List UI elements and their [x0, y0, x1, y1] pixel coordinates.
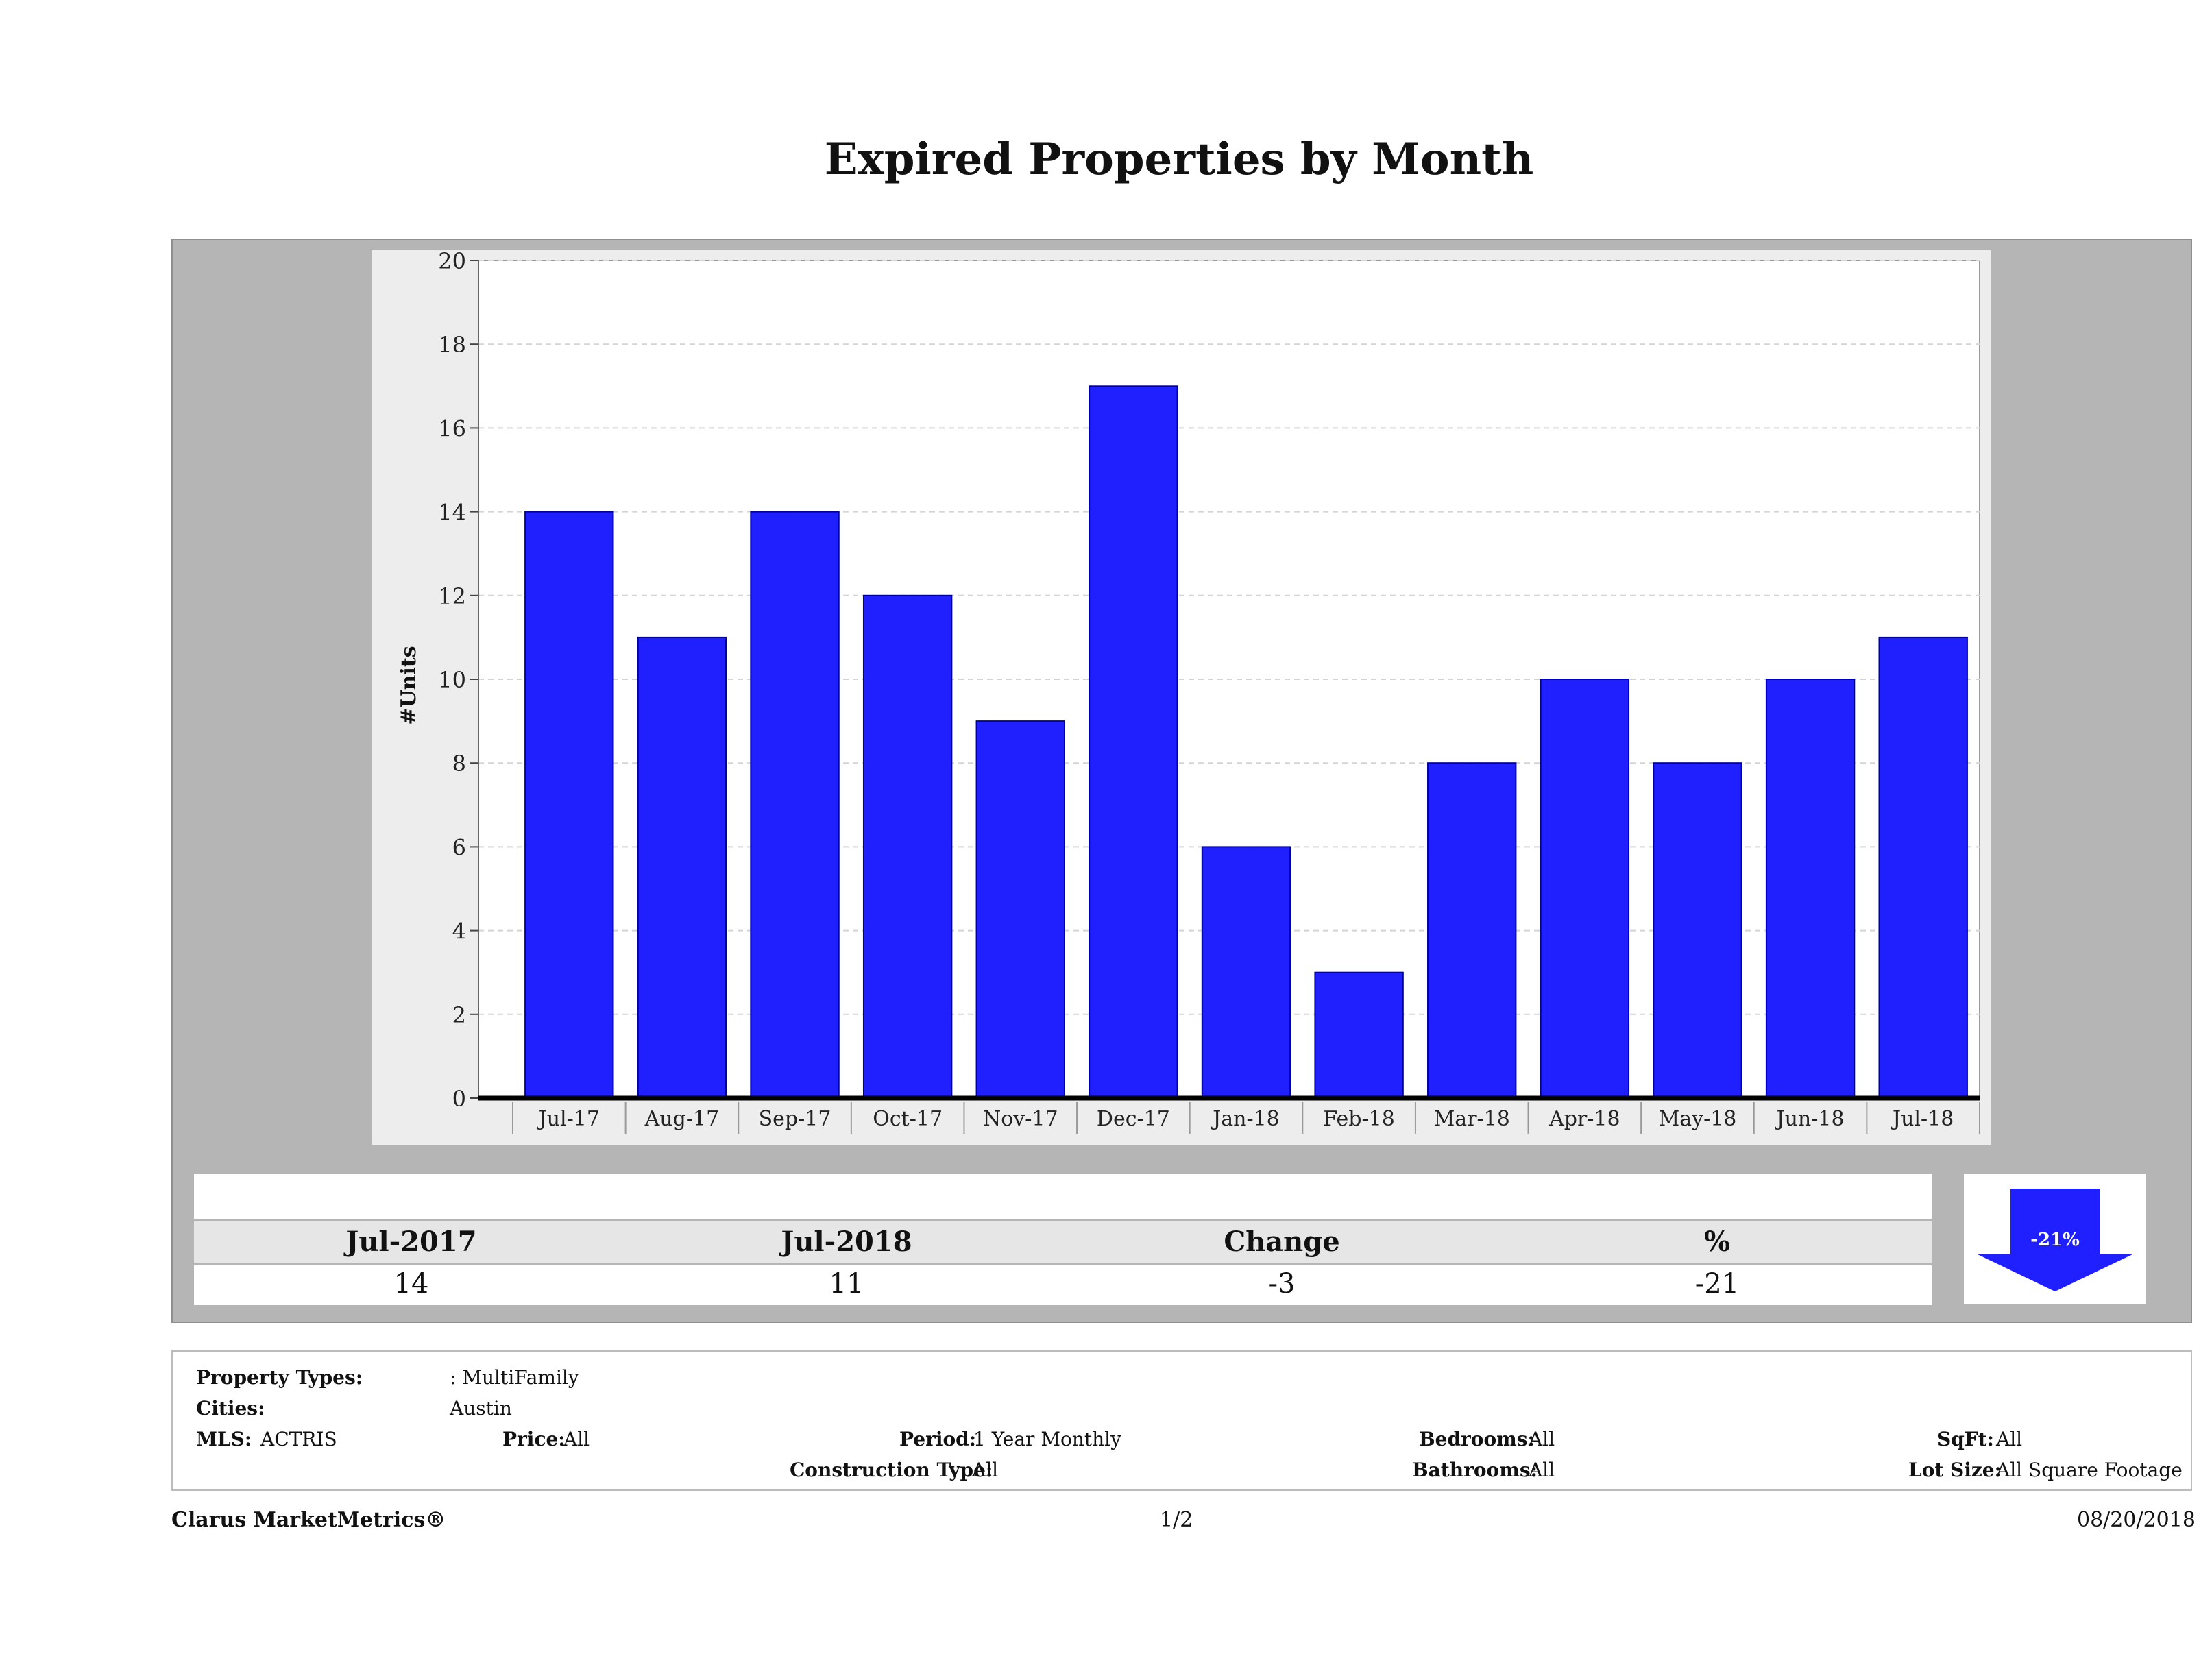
bedrooms-value: All: [1529, 1428, 1555, 1450]
cities-value: Austin: [450, 1397, 512, 1420]
x-tick-label: Dec-17: [1097, 1107, 1170, 1131]
x-tick-label: Feb-18: [1323, 1107, 1394, 1131]
bar: [1653, 762, 1742, 1099]
footer-date: 08/20/2018: [2077, 1508, 2196, 1532]
bar-chart: #Units 0 2 4 6 8 10 12 14 16 18 20 Jul-17 Aug-17 Sep-…: [397, 248, 1980, 1134]
bar: [1427, 762, 1517, 1099]
bar: [975, 720, 1065, 1099]
x-tick-label: May-18: [1659, 1107, 1737, 1131]
y-axis-label: #Units: [397, 646, 421, 725]
x-tick-label: Apr-18: [1548, 1107, 1620, 1131]
bar: [1540, 679, 1630, 1099]
x-tick-label: Jul-17: [537, 1107, 600, 1131]
bar: [1314, 971, 1404, 1099]
lot-size-value: All Square Footage: [1996, 1459, 2183, 1481]
x-tick-label: Jul-18: [1891, 1107, 1954, 1131]
y-tick-label: 18: [438, 332, 466, 358]
bar: [524, 511, 614, 1099]
x-tick-label: Jun-18: [1775, 1107, 1845, 1131]
y-tick-label: 2: [452, 1002, 466, 1028]
mls-value: ACTRIS: [260, 1428, 337, 1450]
price-label: Price:: [502, 1428, 566, 1450]
y-tick-label: 16: [438, 415, 466, 441]
x-tick-label: Oct-17: [873, 1107, 943, 1131]
x-tick-label: Nov-17: [983, 1107, 1058, 1131]
bar: [1089, 385, 1178, 1099]
cities-label: Cities:: [196, 1397, 265, 1420]
period-value: 1 Year Monthly: [973, 1428, 1121, 1450]
y-tick-label: 0: [452, 1086, 466, 1112]
sqft-value: All: [1996, 1428, 2023, 1450]
x-tick-label: Sep-17: [759, 1107, 831, 1131]
y-tick-label: 14: [438, 500, 466, 526]
bar: [1878, 636, 1968, 1099]
summary-blank-row: [194, 1174, 1932, 1219]
bathrooms-label: Bathrooms:: [1412, 1459, 1538, 1481]
bar: [1765, 679, 1856, 1099]
x-tick-label: Jan-18: [1211, 1107, 1280, 1131]
property-types-label: Property Types:: [196, 1366, 363, 1389]
down-arrow-icon: -21%: [1978, 1189, 2132, 1291]
sqft-label: SqFt:: [1937, 1428, 1994, 1450]
bar: [862, 594, 953, 1099]
y-tick-label: 20: [438, 248, 466, 274]
y-tick-label: 10: [438, 667, 466, 693]
summary-value-start: 14: [393, 1268, 429, 1300]
period-label: Period:: [899, 1428, 977, 1450]
y-tick-label: 6: [452, 834, 466, 860]
mls-label: MLS:: [196, 1428, 252, 1450]
footer-page-number: 1/2: [1160, 1508, 1193, 1532]
summary-value-percent: -21: [1694, 1268, 1740, 1300]
summary-value-change: -3: [1268, 1268, 1296, 1300]
summary-header-row: [194, 1221, 1932, 1263]
summary-values-row: [194, 1265, 1932, 1305]
filter-panel: [171, 1350, 2192, 1491]
summary-header-start: Jul-2017: [345, 1226, 477, 1258]
y-tick-label: 8: [452, 751, 466, 777]
bar: [750, 511, 840, 1099]
page-title: Expired Properties by Month: [824, 134, 1534, 185]
summary-header-end: Jul-2018: [781, 1226, 912, 1258]
summary-header-change: Change: [1224, 1226, 1340, 1258]
price-value: All: [563, 1428, 590, 1450]
lot-size-label: Lot Size:: [1908, 1459, 2002, 1481]
down-arrow-shape: [1978, 1189, 2132, 1291]
construction-type-value: All: [972, 1459, 999, 1481]
bar: [1201, 846, 1291, 1099]
y-tick-label: 12: [438, 583, 466, 609]
property-types-value: : MultiFamily: [450, 1366, 579, 1389]
construction-type-label: Construction Type:: [790, 1459, 993, 1481]
x-tick-label: Aug-17: [644, 1107, 720, 1131]
summary-header-percent: %: [1703, 1226, 1730, 1258]
summary-value-end: 11: [829, 1268, 864, 1300]
change-badge-label: -21%: [2030, 1230, 2080, 1250]
y-tick-label: 4: [452, 919, 466, 945]
bedrooms-label: Bedrooms:: [1419, 1428, 1535, 1450]
x-tick-label: Mar-18: [1434, 1107, 1510, 1131]
bathrooms-value: All: [1529, 1459, 1555, 1481]
footer-brand: Clarus MarketMetrics®: [171, 1508, 446, 1532]
bar: [637, 636, 727, 1099]
